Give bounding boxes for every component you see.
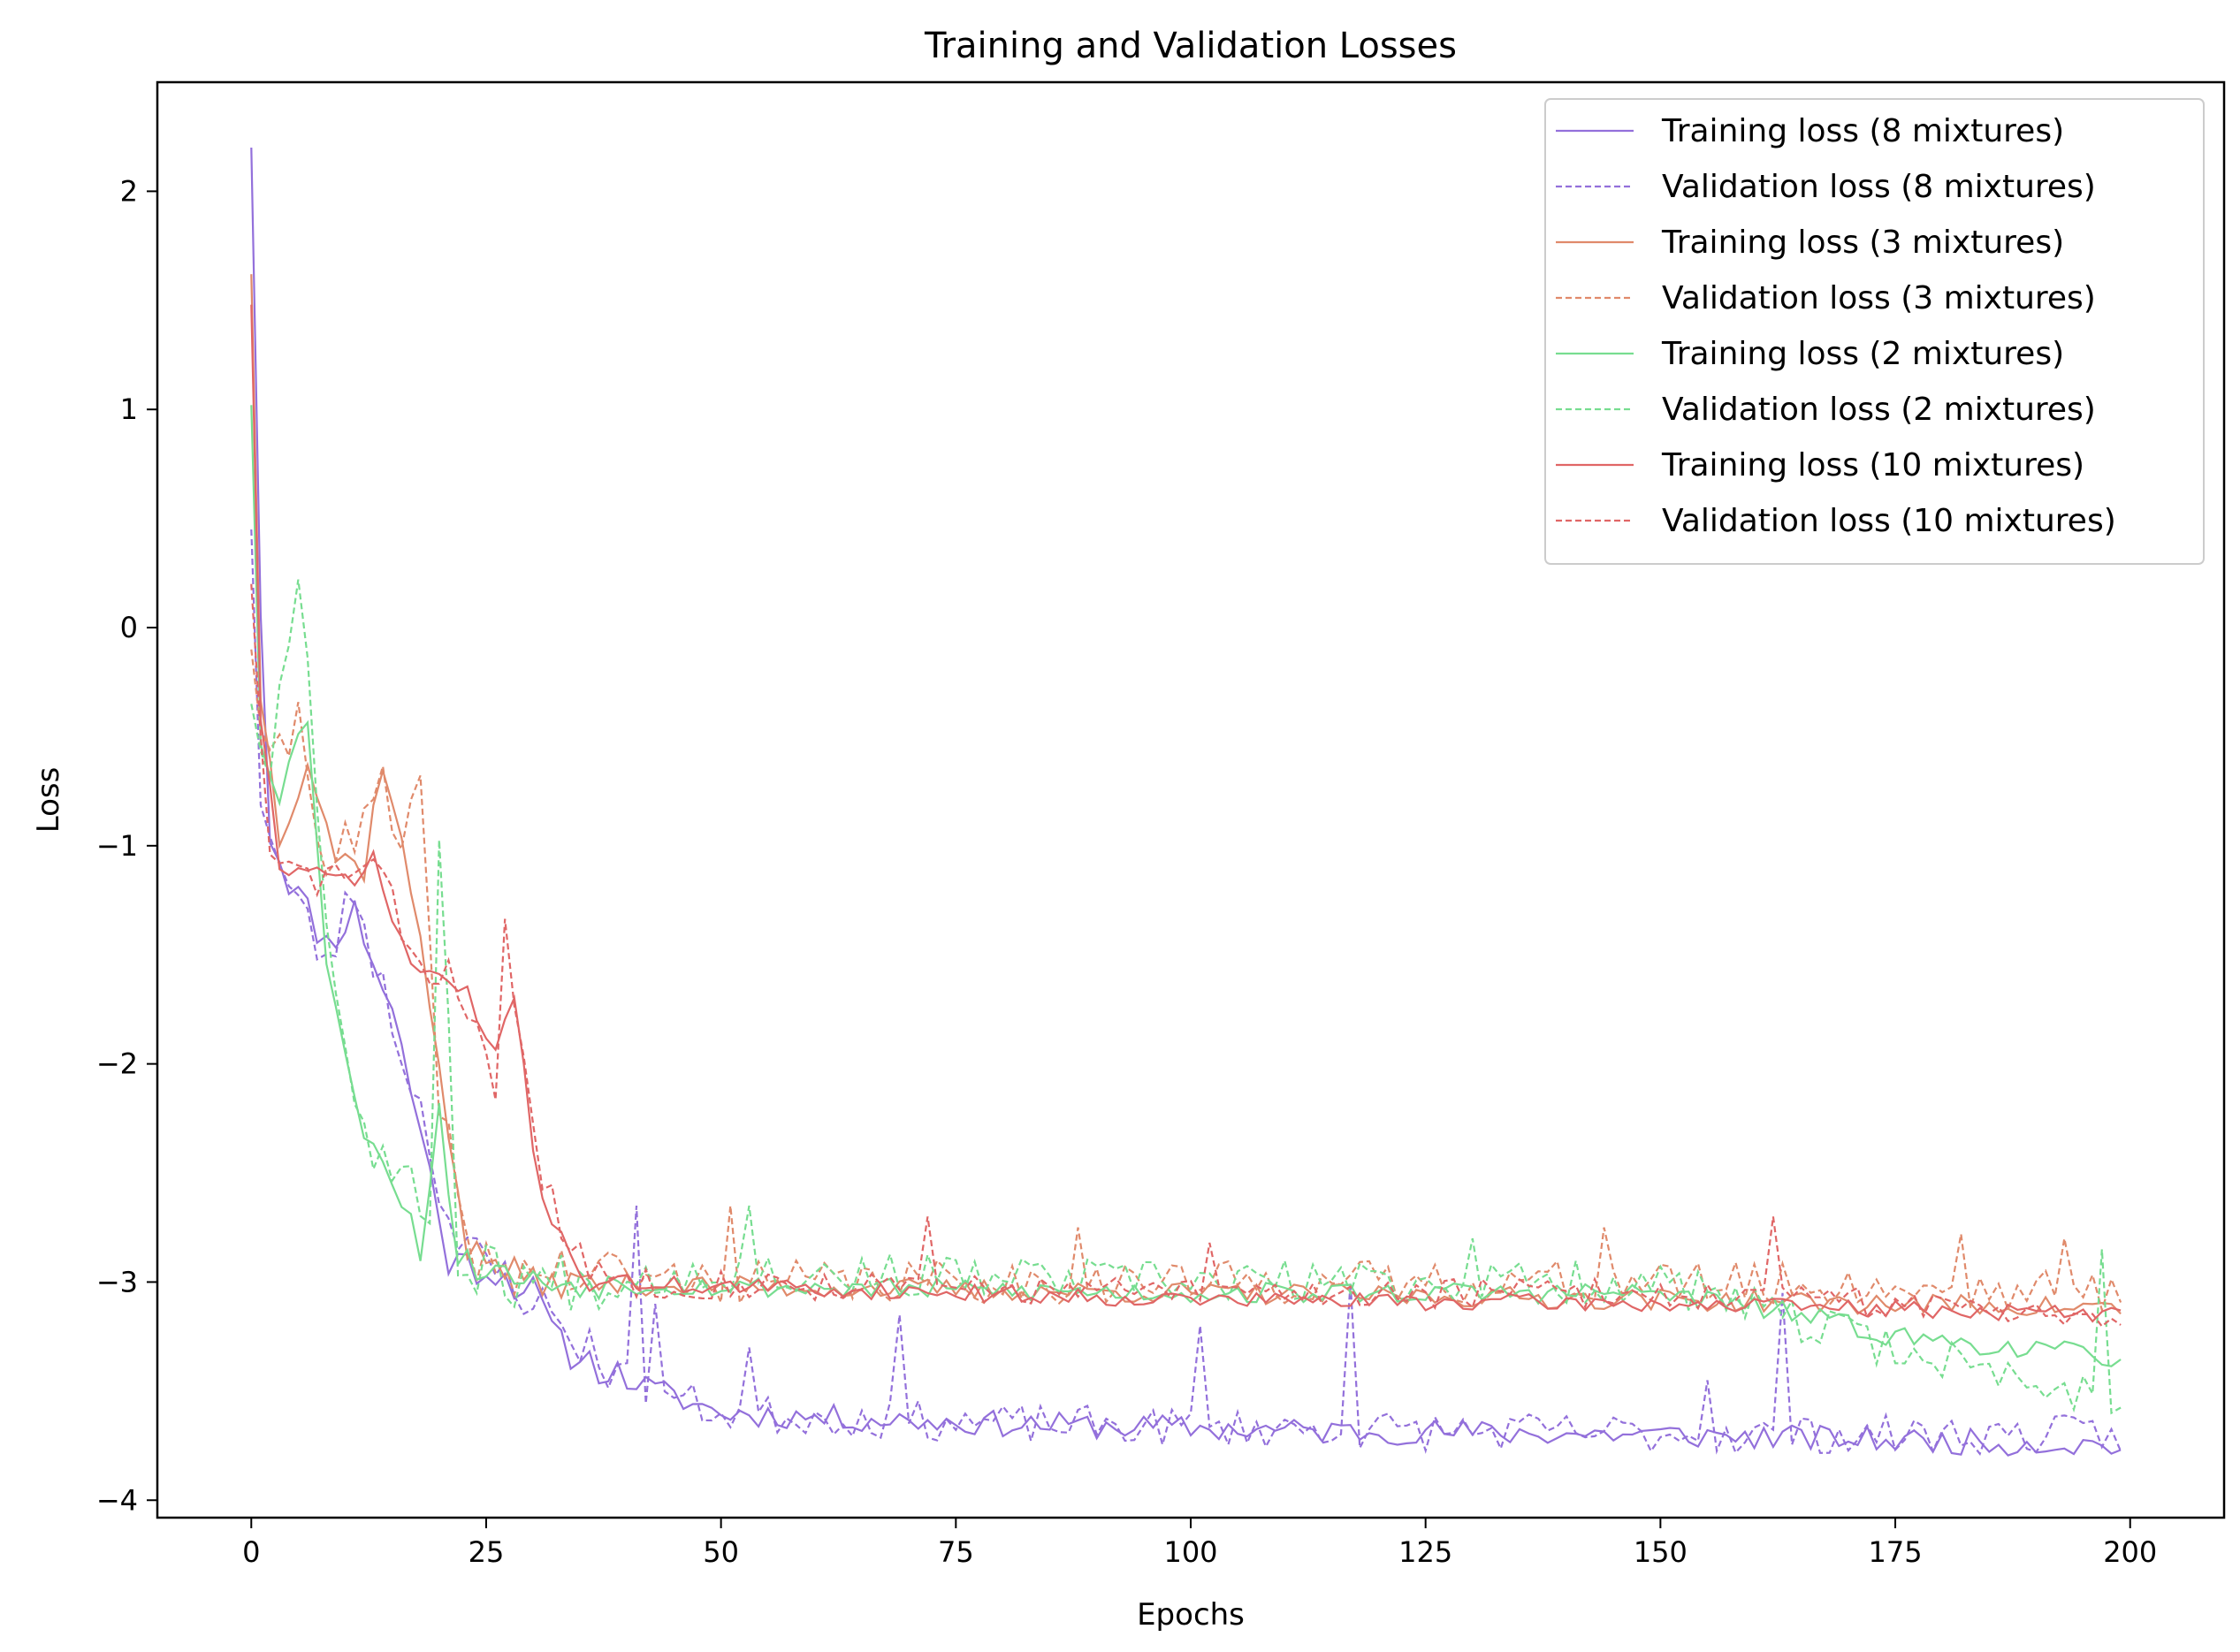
- y-tick-label: −3: [96, 1265, 138, 1298]
- legend-label: Training loss (8 mixtures): [1661, 113, 2064, 149]
- y-tick-label: 2: [120, 174, 138, 208]
- series-line-3: [250, 649, 2122, 1314]
- x-tick-label: 75: [938, 1535, 974, 1569]
- series-line-6: [250, 304, 2122, 1323]
- legend-label: Validation loss (10 mixtures): [1662, 503, 2116, 539]
- x-tick-label: 0: [242, 1535, 260, 1569]
- x-tick-label: 100: [1163, 1535, 1217, 1569]
- series-line-7: [250, 583, 2122, 1328]
- legend-label: Validation loss (2 mixtures): [1662, 392, 2096, 428]
- legend-box: [1544, 98, 2205, 565]
- y-tick-label: −1: [96, 829, 138, 863]
- legend-label: Training loss (3 mixtures): [1661, 225, 2064, 261]
- y-tick-label: −4: [96, 1483, 138, 1517]
- y-tick-label: 1: [120, 392, 138, 426]
- x-tick-label: 175: [1869, 1535, 1923, 1569]
- x-tick-label: 200: [2103, 1535, 2157, 1569]
- series-line-0: [250, 147, 2122, 1457]
- x-axis-label: Epochs: [1137, 1597, 1245, 1633]
- y-axis-label: Loss: [31, 767, 66, 834]
- y-tick-label: 0: [120, 611, 138, 644]
- y-axis: 2 1 0 −1 −2 −3 −4: [96, 174, 157, 1517]
- legend-label: Validation loss (3 mixtures): [1662, 280, 2096, 316]
- x-tick-label: 125: [1398, 1535, 1452, 1569]
- x-tick-label: 150: [1634, 1535, 1688, 1569]
- x-tick-label: 25: [469, 1535, 505, 1569]
- plot-lines: [250, 147, 2122, 1457]
- legend-label: Training loss (10 mixtures): [1661, 447, 2084, 483]
- legend-label: Validation loss (8 mixtures): [1662, 169, 2096, 205]
- chart-title: Training and Validation Losses: [924, 26, 1457, 66]
- x-tick-label: 50: [703, 1535, 739, 1569]
- legend: Training loss (8 mixtures) Validation los…: [1544, 98, 2205, 565]
- y-tick-label: −2: [96, 1047, 138, 1081]
- series-line-4: [250, 405, 2122, 1367]
- series-line-5: [250, 579, 2122, 1415]
- x-axis: 0 25 50 75 100 125 150 175 200: [242, 1518, 2157, 1569]
- series-line-1: [250, 529, 2122, 1456]
- legend-label: Training loss (2 mixtures): [1661, 336, 2064, 372]
